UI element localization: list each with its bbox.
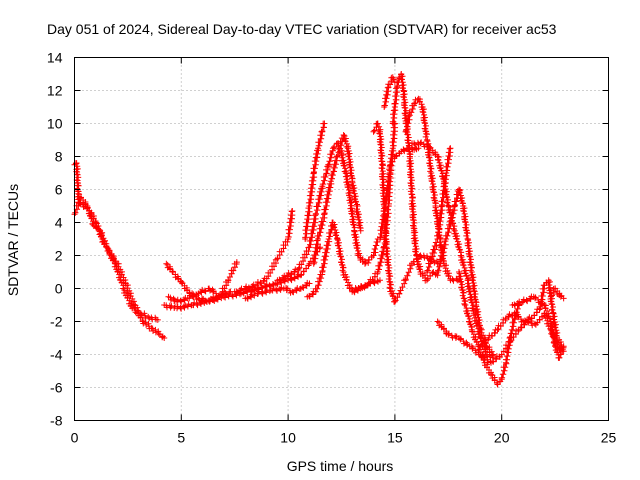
- y-tick-label: 6: [55, 182, 63, 198]
- series-trace: [511, 293, 567, 361]
- series-sat-track-q: [402, 95, 462, 284]
- series-trace: [276, 140, 381, 284]
- series-trace: [244, 279, 311, 302]
- series-trace: [435, 187, 495, 358]
- y-tick-label: -8: [50, 413, 63, 429]
- series-sat-track-t: [434, 186, 497, 358]
- x-tick-label: 10: [280, 430, 296, 446]
- series-sat-track-e: [161, 244, 324, 312]
- y-tick-label: 14: [47, 50, 63, 66]
- series-trace: [72, 194, 160, 323]
- chart-title: Day 051 of 2024, Sidereal Day-to-day VTE…: [47, 21, 557, 37]
- series-sat-track-h: [274, 140, 381, 284]
- y-axis-label: SDTVAR / TECUs: [5, 184, 21, 296]
- series-trace: [456, 270, 523, 388]
- series-trace: [72, 160, 166, 341]
- series-trace: [371, 120, 440, 305]
- series-sat-track-a: [71, 160, 168, 341]
- series-trace: [381, 74, 397, 109]
- data-point: [295, 265, 302, 272]
- data-point: [547, 293, 554, 300]
- series-trace: [310, 133, 364, 266]
- series-sat-track-v: [434, 310, 567, 366]
- series-trace: [411, 139, 496, 360]
- series-sat-track-y: [547, 285, 567, 302]
- data-point: [163, 260, 170, 267]
- series-trace: [402, 96, 461, 284]
- plot-frame: [74, 57, 609, 421]
- series-sat-track-k: [304, 219, 383, 300]
- series-sat-track-f: [231, 207, 296, 296]
- x-tick-label: 25: [601, 430, 617, 446]
- series-sat-track-b: [71, 194, 161, 323]
- series-sat-track-i: [302, 120, 328, 242]
- x-tick-label: 20: [494, 430, 510, 446]
- series-sat-track-p: [381, 74, 398, 110]
- y-tick-label: 10: [47, 116, 63, 132]
- series-trace: [435, 310, 566, 366]
- series-trace: [302, 120, 327, 241]
- x-axis-label: GPS time / hours: [287, 458, 394, 474]
- data-marks: [71, 71, 567, 388]
- series-trace: [548, 285, 565, 300]
- grid-lines: [74, 57, 609, 421]
- series-trace: [233, 208, 296, 296]
- data-point: [434, 318, 441, 325]
- series-sat-track-u: [455, 269, 523, 388]
- series-sat-track-n: [370, 120, 441, 305]
- series-sat-track-d: [165, 259, 240, 305]
- y-tick-label: -6: [50, 380, 63, 396]
- y-tick-label: 4: [55, 215, 63, 231]
- series-sat-track-s: [423, 145, 454, 275]
- y-tick-label: -4: [50, 347, 63, 363]
- series-sat-track-g: [242, 279, 313, 302]
- y-tick-label: 12: [47, 83, 63, 99]
- y-tick-label: -2: [50, 314, 63, 330]
- y-tick-label: 2: [55, 248, 63, 264]
- series-trace: [424, 145, 454, 274]
- series-sat-track-r: [408, 139, 497, 361]
- data-point: [370, 128, 377, 135]
- axis-ticks: 0 5 10 15 20 25 -8 -6 -4 -2 0 2 4 6 8 10 12 14: [47, 50, 617, 446]
- series-sat-track-j: [310, 132, 364, 267]
- x-tick-label: 0: [71, 430, 79, 446]
- data-point: [443, 170, 450, 176]
- x-tick-label: 15: [387, 430, 403, 446]
- series-trace: [478, 278, 564, 349]
- series-sat-track-x: [509, 293, 567, 361]
- y-tick-label: 0: [55, 281, 63, 297]
- x-tick-label: 5: [177, 430, 185, 446]
- y-tick-label: 8: [55, 149, 63, 165]
- data-point: [391, 79, 398, 86]
